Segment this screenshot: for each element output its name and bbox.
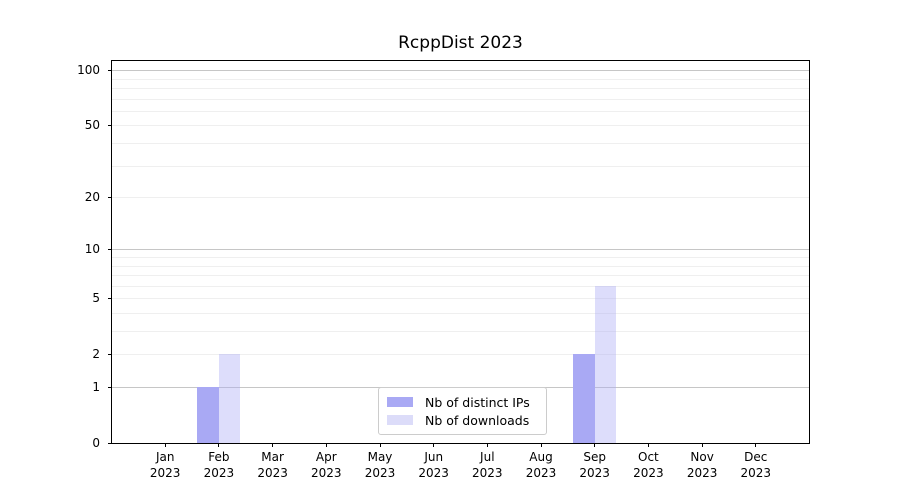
legend: Nb of distinct IPs Nb of downloads [378,387,547,435]
x-tick-label: Jan 2023 [149,450,181,480]
plot-area [111,60,810,444]
x-tick-label: Apr 2023 [311,450,342,480]
x-tick-label: Mar 2023 [257,450,288,480]
legend-swatch-downloads-icon [387,415,413,425]
gridline-major [112,249,809,251]
y-tick-label: 20 [84,190,100,204]
gridline-minor [112,87,809,89]
gridline-minor [112,275,809,276]
legend-item-downloads: Nb of downloads [387,411,538,429]
gridline-minor [112,197,809,198]
x-tick [325,443,327,447]
x-tick [701,443,703,447]
gridline-minor [112,312,809,314]
x-tick-label: Aug 2023 [525,450,557,480]
gridline-minor [112,285,809,287]
gridline-major [112,70,809,72]
y-tick-label: 2 [92,347,100,362]
legend-swatch-distinct-ips-icon [387,397,413,407]
x-tick [540,443,542,447]
y-tick [108,297,112,299]
x-tick-label: Jun 2023 [418,450,449,480]
x-tick-label: Jul 2023 [472,450,503,480]
bar-downloads [218,354,241,443]
bar-downloads [594,285,617,443]
legend-label-distinct-ips: Nb of distinct IPs [425,394,530,410]
gridline-minor [112,331,809,332]
x-tick [164,443,166,447]
x-tick-label: May 2023 [364,450,396,480]
gridline-minor [112,98,809,100]
x-tick-label: Feb 2023 [203,450,235,480]
gridline-minor [112,165,809,167]
x-tick-label: Nov 2023 [686,450,718,480]
y-tick-label: 100 [77,63,100,78]
y-tick-label: 10 [84,242,100,257]
plot-canvas [112,61,809,443]
y-tick-label: 5 [92,291,100,306]
gridline-minor [112,125,809,127]
x-tick-label: Oct 2023 [633,450,664,480]
x-tick [218,443,220,447]
y-tick-label: 50 [84,118,100,133]
x-tick [647,443,649,447]
x-tick-label: Sep 2023 [579,450,610,480]
chart-title: RcppDist 2023 [398,33,523,53]
x-tick-label: Dec 2023 [740,450,772,480]
x-tick [379,443,381,447]
y-tick [108,196,112,198]
y-tick [108,442,112,444]
gridline-minor [112,354,809,356]
x-tick [486,443,488,447]
legend-label-downloads: Nb of downloads [425,412,530,428]
gridline-minor [112,298,809,300]
x-tick [755,443,757,447]
bar-distinct-ips [197,387,219,443]
y-tick [108,124,112,126]
bar-distinct-ips [573,354,595,443]
y-tick [108,353,112,355]
y-tick-label: 0 [92,436,100,450]
gridline-minor [112,256,809,258]
gridline-minor [112,78,809,80]
y-tick [108,69,112,71]
x-tick [594,443,596,447]
y-tick [108,248,112,250]
x-tick [433,443,435,447]
gridline-minor [112,142,809,144]
gridline-minor [112,265,809,267]
y-tick [108,386,112,388]
gridline-minor [112,110,809,112]
legend-item-distinct-ips: Nb of distinct IPs [387,393,538,411]
y-tick-label: 1 [92,380,100,394]
x-tick [272,443,274,447]
